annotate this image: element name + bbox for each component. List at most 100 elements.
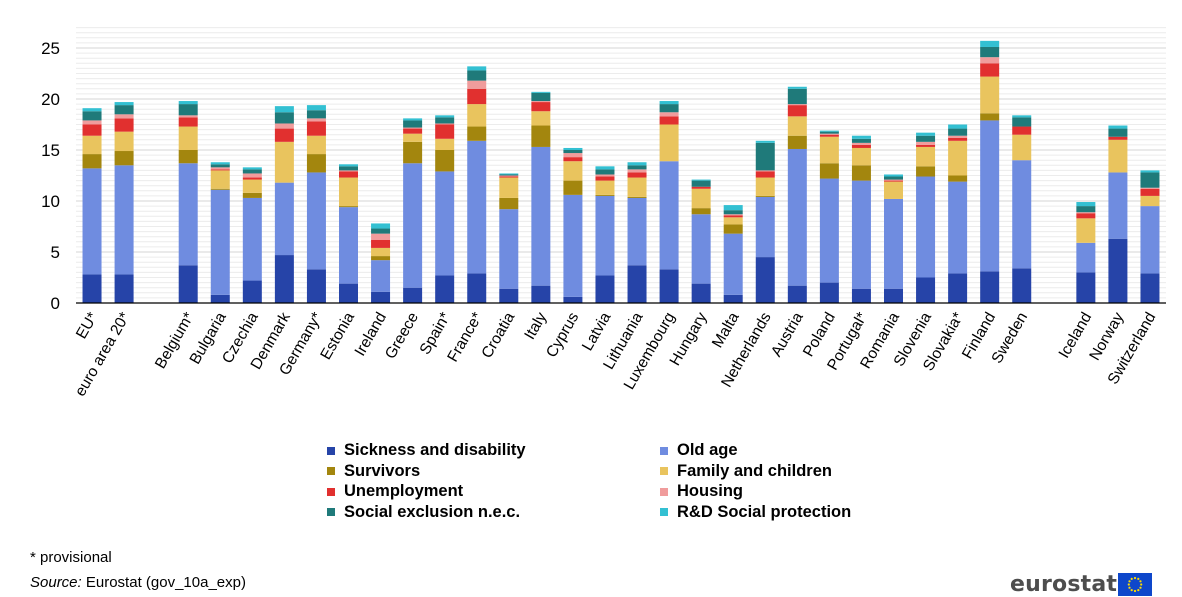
bar-segment <box>531 92 551 102</box>
bar-segment <box>884 176 903 180</box>
bar-segment <box>884 179 903 181</box>
bar-segment <box>178 163 198 266</box>
bar-segment <box>82 111 102 121</box>
bar-segment <box>178 101 198 105</box>
bar-segment <box>691 188 711 209</box>
source-text: Eurostat (gov_10a_exp) <box>85 574 246 591</box>
bar-segment <box>242 173 262 178</box>
bar-segment <box>851 135 871 139</box>
bar-segment <box>659 161 679 270</box>
bar-segment <box>1076 212 1096 214</box>
bar-segment <box>884 181 903 199</box>
bar-segment <box>1012 134 1032 161</box>
bar-segment <box>1076 213 1096 219</box>
bar-segment <box>723 294 743 303</box>
bar-segment <box>403 141 423 164</box>
bar-segment <box>595 176 615 181</box>
bar-segment <box>210 170 230 189</box>
bar-segment <box>851 180 871 289</box>
bar-segment <box>178 150 198 164</box>
legend-label: Unemployment <box>344 482 464 500</box>
source-note: Source: Eurostat (gov_10a_exp) <box>30 574 246 591</box>
bar-segment <box>467 273 487 303</box>
bar-segment <box>563 296 583 303</box>
legend-item: Sickness and disability <box>327 441 526 460</box>
legend-swatch <box>327 446 335 455</box>
bar-segment <box>114 165 134 275</box>
legend-swatch <box>660 508 668 516</box>
bar-segment <box>563 161 583 181</box>
bar-segment <box>755 196 775 258</box>
bar-segment <box>884 174 903 177</box>
bar-segment <box>755 142 775 171</box>
bar-segment <box>787 148 807 286</box>
bar-segment <box>819 130 839 132</box>
bar-segment <box>851 142 871 145</box>
bar-segment <box>916 135 936 142</box>
bar-segment <box>403 120 423 128</box>
x-tick-label: EU* <box>73 310 102 342</box>
y-tick-label: 10 <box>41 192 60 211</box>
bar-segment <box>306 110 326 119</box>
legend-label: Housing <box>677 482 743 500</box>
bar-segment <box>563 153 583 158</box>
bar-segment <box>755 177 775 196</box>
bar-segment <box>371 228 391 234</box>
bar-segment <box>659 269 679 303</box>
bar-segment <box>531 125 551 147</box>
bar-segment <box>563 147 583 150</box>
bar-segment <box>819 163 839 179</box>
bar-segment <box>1140 187 1160 189</box>
bar-segment <box>499 175 519 177</box>
bar-segment <box>1140 206 1160 274</box>
bar-segment <box>82 135 102 155</box>
bar-segment <box>819 134 839 137</box>
bar-segment <box>787 105 807 117</box>
bar-segment <box>306 121 326 136</box>
legend-label: Old age <box>677 441 738 459</box>
bar-segment <box>627 265 647 303</box>
bar-segment <box>306 269 326 303</box>
bar-segment <box>82 274 102 303</box>
bar-segment <box>371 256 391 261</box>
legend-item: Housing <box>660 482 743 501</box>
bar-segment <box>82 120 102 125</box>
bar-segment <box>210 294 230 303</box>
bar-segment <box>274 255 294 303</box>
bar-segment <box>435 117 455 124</box>
bar-segment <box>659 116 679 125</box>
bar-segment <box>787 116 807 136</box>
bar-segment <box>306 105 326 111</box>
bar-segment <box>1108 172 1128 239</box>
bar-segment <box>723 215 743 218</box>
bar-segment <box>371 233 391 240</box>
bar-segment <box>691 179 711 181</box>
bar-segment <box>627 165 647 170</box>
bar-segment <box>980 120 1000 272</box>
bar-segment <box>435 150 455 172</box>
bar-segment <box>306 135 326 155</box>
eurostat-logo: eurostat <box>1010 572 1153 597</box>
bar-segment <box>274 106 294 113</box>
bar-segment <box>691 180 711 187</box>
bar-segment <box>435 115 455 118</box>
bar-segment <box>467 88 487 105</box>
bar-segment <box>1108 238 1128 303</box>
bar-segment <box>916 277 936 303</box>
bar-segment <box>851 288 871 303</box>
bar-segment <box>755 170 775 172</box>
bar-segment <box>531 111 551 126</box>
bar-segment <box>916 132 936 136</box>
bar-segment <box>403 128 423 134</box>
bar-segment <box>467 66 487 71</box>
x-tick-label: Belgium* <box>152 310 198 372</box>
bar-segment <box>467 126 487 141</box>
bar-segment <box>787 104 807 106</box>
bar-segment <box>691 214 711 284</box>
bar-segment <box>274 141 294 183</box>
x-tick-label: Cyprus <box>543 309 582 360</box>
bar-segment <box>1012 117 1032 127</box>
bar-segment <box>980 271 1000 303</box>
bar-segment <box>403 287 423 303</box>
source-label: Source: <box>30 574 82 591</box>
